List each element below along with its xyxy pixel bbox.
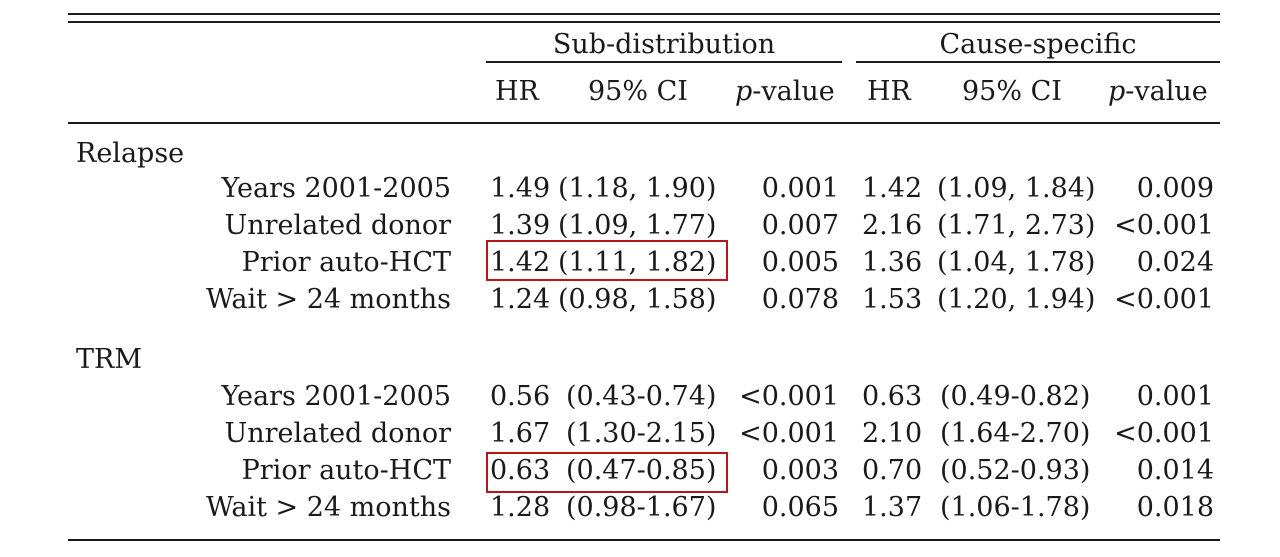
sd-hr-value: 0.56 <box>490 381 551 412</box>
sd-pvalue: <0.001 <box>739 418 839 449</box>
row-label: Unrelated donor <box>224 210 451 241</box>
sd-hr-value: 1.42 <box>490 247 551 278</box>
cs-hr-value: 1.37 <box>862 492 923 523</box>
section-label-trm: TRM <box>76 344 142 375</box>
cs-pvalue: <0.001 <box>1114 418 1214 449</box>
cs-hr-value: 1.53 <box>862 284 923 315</box>
sd-ci-value: (0.43-0.74) <box>566 381 717 412</box>
col-header-sd-ci: 95% CI <box>588 76 688 107</box>
row-label: Wait > 24 months <box>205 284 451 315</box>
value-suffix: -value <box>752 76 835 107</box>
sd-pvalue: 0.005 <box>761 247 839 278</box>
sd-hr-value: 1.67 <box>490 418 551 449</box>
sd-hr-value: 1.49 <box>490 173 551 204</box>
row-label: Years 2001-2005 <box>221 173 451 204</box>
sd-ci-value: (1.18, 1.90) <box>558 173 717 204</box>
sd-ci-value: (0.98, 1.58) <box>558 284 717 315</box>
row-label: Prior auto-HCT <box>241 455 451 486</box>
section-label-relapse: Relapse <box>76 138 185 169</box>
sd-ci-value: (1.09, 1.77) <box>558 210 717 241</box>
col-header-sd-pvalue: p-value <box>735 78 835 105</box>
cs-ci-value: (0.49-0.82) <box>940 381 1091 412</box>
sd-ci-value: (1.11, 1.82) <box>558 247 717 278</box>
cs-pvalue: 0.014 <box>1136 455 1214 486</box>
table-bottom-rule <box>68 539 1220 541</box>
header-rule <box>68 122 1220 124</box>
row-label: Prior auto-HCT <box>241 247 451 278</box>
highlight-box-relapse-prior-auto-hct <box>486 240 728 281</box>
sd-pvalue: 0.001 <box>761 173 839 204</box>
cs-pvalue: 0.001 <box>1136 381 1214 412</box>
sd-ci-value: (1.30-2.15) <box>566 418 717 449</box>
cs-hr-value: 0.63 <box>862 381 923 412</box>
sd-pvalue: 0.007 <box>761 210 839 241</box>
sd-pvalue: <0.001 <box>739 381 839 412</box>
cs-ci-value: (0.52-0.93) <box>940 455 1091 486</box>
cs-ci-value: (1.64-2.70) <box>940 418 1091 449</box>
sd-pvalue: 0.003 <box>761 455 839 486</box>
col-header-cs-ci: 95% CI <box>962 76 1062 107</box>
col-header-cs-hr: HR <box>867 76 911 107</box>
table-top-rule <box>68 13 1220 15</box>
p-letter: p <box>1108 76 1126 107</box>
value-suffix: -value <box>1125 76 1208 107</box>
group-underline-cause-specific <box>856 61 1220 63</box>
sd-hr-value: 0.63 <box>490 455 551 486</box>
cs-hr-value: 2.16 <box>862 210 923 241</box>
cs-hr-value: 2.10 <box>862 418 923 449</box>
sd-hr-value: 1.24 <box>490 284 551 315</box>
cs-hr-value: 1.36 <box>862 247 923 278</box>
cs-ci-value: (1.06-1.78) <box>940 492 1091 523</box>
group-header-sub-distribution: Sub-distribution <box>552 29 776 60</box>
sd-ci-value: (0.98-1.67) <box>566 492 717 523</box>
sd-hr-value: 1.28 <box>490 492 551 523</box>
group-header-cause-specific: Cause-specific <box>939 29 1137 60</box>
sd-pvalue: 0.065 <box>761 492 839 523</box>
sd-hr-value: 1.39 <box>490 210 551 241</box>
row-label: Years 2001-2005 <box>221 381 451 412</box>
cs-pvalue: <0.001 <box>1114 284 1214 315</box>
row-label: Unrelated donor <box>224 418 451 449</box>
row-label: Wait > 24 months <box>205 492 451 523</box>
sd-pvalue: 0.078 <box>761 284 839 315</box>
p-letter: p <box>735 76 753 107</box>
cs-pvalue: <0.001 <box>1114 210 1214 241</box>
cs-ci-value: (1.20, 1.94) <box>937 284 1096 315</box>
cs-hr-value: 0.70 <box>862 455 923 486</box>
cs-ci-value: (1.71, 2.73) <box>937 210 1096 241</box>
table-top-rule-2 <box>68 21 1220 23</box>
group-underline-sub-distribution <box>486 61 842 63</box>
sd-ci-value: (0.47-0.85) <box>566 455 717 486</box>
cs-pvalue: 0.009 <box>1136 173 1214 204</box>
cs-ci-value: (1.09, 1.84) <box>937 173 1096 204</box>
cs-hr-value: 1.42 <box>862 173 923 204</box>
col-header-sd-hr: HR <box>495 76 539 107</box>
cs-pvalue: 0.024 <box>1136 247 1214 278</box>
col-header-cs-pvalue: p-value <box>1108 78 1208 105</box>
highlight-box-trm-prior-auto-hct <box>486 452 728 493</box>
cs-pvalue: 0.018 <box>1136 492 1214 523</box>
cs-ci-value: (1.04, 1.78) <box>937 247 1096 278</box>
